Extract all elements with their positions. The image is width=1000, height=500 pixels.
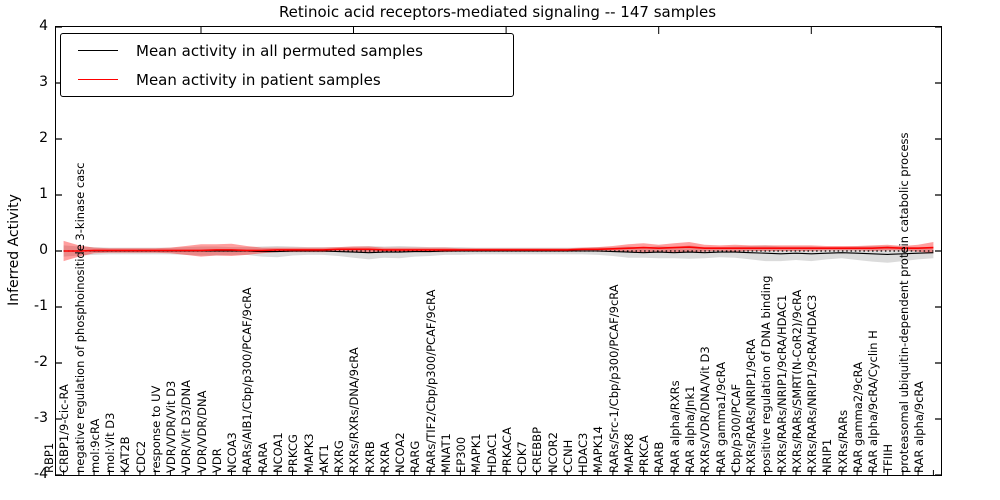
x-tick-label: MNAT1 — [438, 433, 453, 473]
x-tick-label: AKT1 — [316, 444, 331, 473]
x-tick-label: MAPK1 — [469, 433, 484, 473]
plot-canvas — [56, 27, 941, 475]
legend-line-patient — [78, 79, 118, 80]
x-tick-label: RARs/AIB1/Cbp/p300/PCAF/9cRA — [240, 287, 255, 473]
x-tick-label: NCOR2 — [545, 432, 560, 473]
x-tick-label: RAR gamma1/9cRA — [713, 361, 728, 473]
y-tick-label: 0 — [39, 242, 48, 258]
x-tick-label: RXRB — [362, 441, 377, 473]
x-tick-label: Cbp/p300/PCAF — [728, 383, 743, 473]
x-tick-label: RXRs/RXRs/DNA/9cRA — [347, 347, 362, 473]
x-tick-label: RAR gamma2/9cRA — [850, 361, 865, 473]
x-tick-label: RAR alpha/9cRA/Cyclin H — [866, 330, 881, 473]
legend-entry-patient: Mean activity in patient samples — [61, 65, 513, 94]
x-tick-label: response to UV — [148, 385, 163, 473]
y-tick-label: -2 — [34, 354, 48, 370]
x-tick-label: positive regulation of DNA binding — [759, 275, 774, 473]
x-tick-label: EP300 — [454, 436, 469, 473]
x-tick-label: CDC2 — [133, 440, 148, 473]
x-tick-label: RARB — [652, 441, 667, 473]
x-tick-label: HDAC1 — [484, 432, 499, 473]
y-tick-label: 4 — [39, 18, 48, 34]
x-tick-label: proteasomal ubiquitin-dependent protein … — [896, 132, 911, 473]
x-tick-label: RARs/TIF2/Cbp/p300/PCAF/9cRA — [423, 289, 438, 473]
x-tick-label: NCOA2 — [393, 432, 408, 473]
x-tick-label: RXRG — [332, 440, 347, 473]
x-tick-label: NCOA3 — [225, 432, 240, 473]
x-tick-label: RARs/Src-1/Cbp/p300/PCAF/9cRA — [606, 284, 621, 473]
y-axis-ticks-left — [56, 27, 62, 475]
x-tick-label: RARG — [408, 440, 423, 473]
legend-entry-permuted: Mean activity in all permuted samples — [61, 36, 513, 65]
x-tick-label: PRKCA — [637, 435, 652, 473]
y-tick-label: 3 — [39, 74, 48, 90]
x-tick-label: mol:Vit D3 — [103, 412, 118, 473]
chart-title: Retinoic acid receptors-mediated signali… — [278, 3, 717, 21]
x-axis-ticks-bottom — [63, 470, 934, 475]
x-tick-label: VDR — [209, 448, 224, 473]
x-tick-label: NRIP1 — [820, 438, 835, 473]
y-axis-ticks-right — [935, 27, 941, 475]
x-axis-ticks-top — [200, 27, 812, 34]
x-tick-label: TFIIH — [881, 443, 896, 473]
x-tick-label: RXRs/VDR/DNA/Vit D3 — [698, 346, 713, 473]
x-tick-label: PRKACA — [499, 427, 514, 473]
x-tick-label: VDR/Vit D3/DNA — [179, 380, 194, 473]
x-tick-label: RXRs/RARs — [835, 409, 850, 473]
x-tick-label: CDK7 — [515, 441, 530, 473]
legend: Mean activity in all permuted samples Me… — [60, 33, 514, 97]
x-tick-label: MAPK14 — [591, 426, 606, 473]
y-tick-label: -4 — [34, 466, 48, 482]
permuted-mean-line — [63, 250, 934, 255]
x-tick-label: RXRA — [377, 441, 392, 473]
x-tick-label: NCOA1 — [271, 432, 285, 473]
legend-line-permuted — [78, 50, 118, 51]
x-tick-label: RXRs/RARs/NRIP1/9cRA/HDAC1 — [774, 294, 789, 473]
legend-label-patient: Mean activity in patient samples — [136, 70, 381, 89]
x-tick-label: CREBBP — [530, 427, 545, 473]
x-tick-label: RAR alpha/Jnk1 — [682, 385, 697, 473]
x-tick-label: RARA — [255, 442, 270, 473]
patient-mean-line — [63, 246, 934, 252]
x-tick-label: MAPK8 — [621, 433, 636, 473]
x-tick-label: RXRs/RARs/NRIP1/9cRA — [744, 338, 759, 473]
x-tick-label: RXRs/RARs/NRIP1/9cRA/HDAC3 — [805, 294, 820, 473]
y-tick-label: 2 — [39, 130, 48, 146]
x-tick-label: negative regulation of phosphoinositide … — [72, 162, 87, 474]
x-tick-label: MAPK3 — [301, 433, 316, 473]
x-tick-label: HDAC3 — [576, 432, 591, 473]
y-tick-label: -3 — [34, 410, 48, 426]
y-tick-label: 1 — [39, 186, 48, 202]
x-tick-label: PRKCG — [286, 434, 301, 473]
plot-area — [55, 26, 942, 476]
x-tick-label: VDR/VDR/DNA — [194, 390, 209, 474]
x-tick-label: RXRs/RARs/SMRT(N-CoR2)/9cRA — [789, 289, 804, 473]
y-tick-label: -1 — [34, 298, 48, 314]
x-tick-label: VDR/VDR/Vit D3 — [164, 380, 179, 473]
x-tick-label: RAR alpha/RXRs — [667, 380, 682, 473]
legend-label-permuted: Mean activity in all permuted samples — [136, 41, 423, 60]
x-tick-label: CCNH — [560, 439, 575, 473]
x-tick-label: CRBP1/9-cic-RA — [57, 384, 72, 473]
x-tick-label: mol:9cRA — [87, 418, 102, 473]
x-tick-label: RAR alpha/9cRA — [911, 381, 926, 473]
x-tick-label: KAT2B — [118, 436, 133, 473]
